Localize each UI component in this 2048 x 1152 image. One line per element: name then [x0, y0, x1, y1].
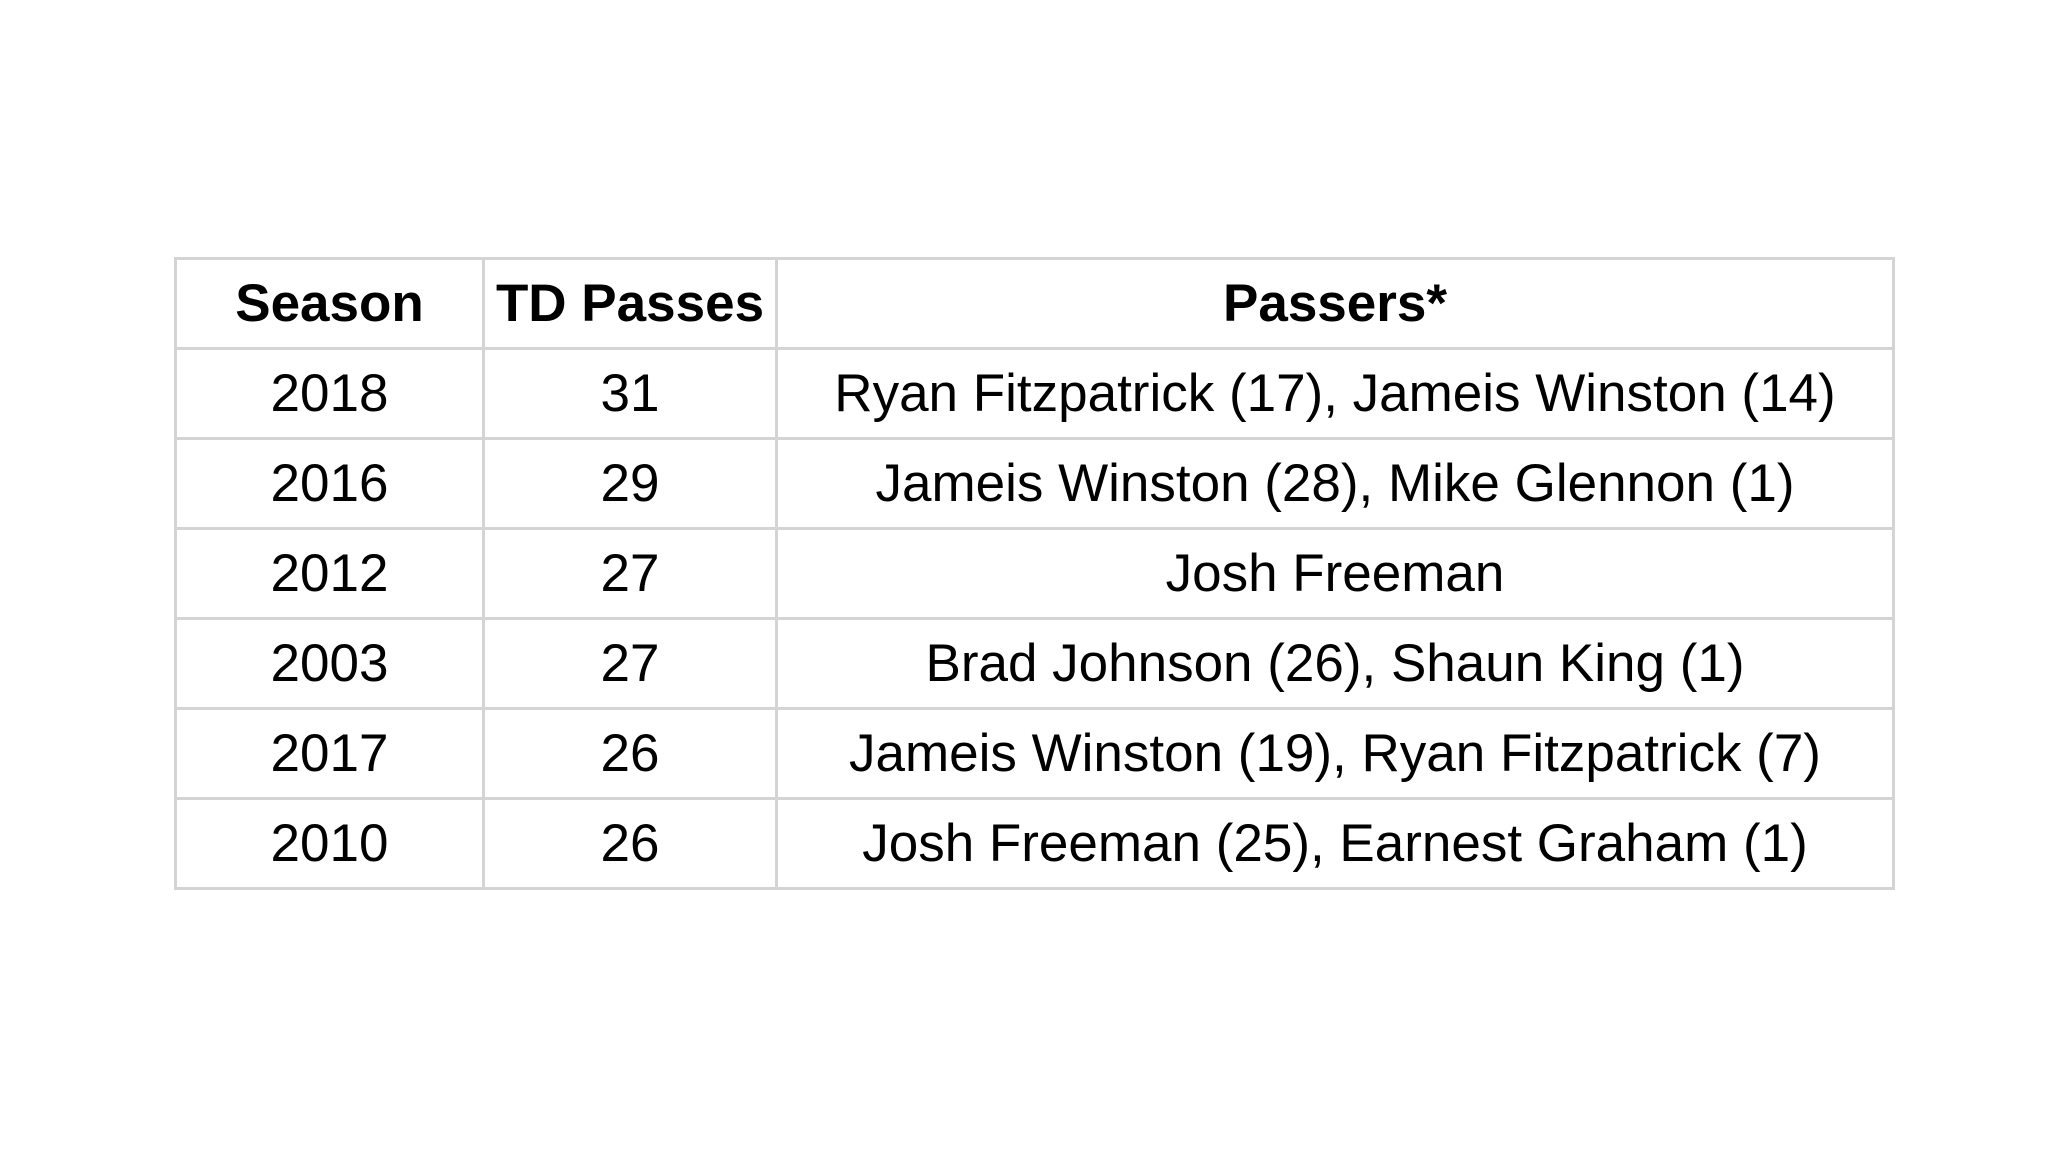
header-td-passes: TD Passes — [482, 257, 778, 350]
cell-passers: Josh Freeman (25), Earnest Graham (1) — [775, 797, 1895, 890]
cell-td-passes: 27 — [482, 527, 778, 620]
table-row: 2016 29 Jameis Winston (28), Mike Glenno… — [174, 437, 1895, 530]
table-row: 2018 31 Ryan Fitzpatrick (17), Jameis Wi… — [174, 347, 1895, 440]
table-header-row: Season TD Passes Passers* — [174, 257, 1895, 350]
cell-season: 2018 — [174, 347, 485, 440]
td-passes-table-container: Season TD Passes Passers* 2018 31 Ryan F… — [174, 257, 1895, 890]
cell-season: 2012 — [174, 527, 485, 620]
cell-passers: Ryan Fitzpatrick (17), Jameis Winston (1… — [775, 347, 1895, 440]
cell-td-passes: 26 — [482, 707, 778, 800]
cell-season: 2010 — [174, 797, 485, 890]
table-row: 2003 27 Brad Johnson (26), Shaun King (1… — [174, 617, 1895, 710]
cell-season: 2003 — [174, 617, 485, 710]
table-row: 2017 26 Jameis Winston (19), Ryan Fitzpa… — [174, 707, 1895, 800]
cell-passers: Josh Freeman — [775, 527, 1895, 620]
header-passers: Passers* — [775, 257, 1895, 350]
cell-passers: Brad Johnson (26), Shaun King (1) — [775, 617, 1895, 710]
table-row: 2012 27 Josh Freeman — [174, 527, 1895, 620]
cell-td-passes: 26 — [482, 797, 778, 890]
cell-td-passes: 29 — [482, 437, 778, 530]
cell-td-passes: 31 — [482, 347, 778, 440]
cell-passers: Jameis Winston (19), Ryan Fitzpatrick (7… — [775, 707, 1895, 800]
cell-passers: Jameis Winston (28), Mike Glennon (1) — [775, 437, 1895, 530]
table-row: 2010 26 Josh Freeman (25), Earnest Graha… — [174, 797, 1895, 890]
td-passes-table: Season TD Passes Passers* 2018 31 Ryan F… — [174, 257, 1895, 890]
cell-season: 2016 — [174, 437, 485, 530]
header-season: Season — [174, 257, 485, 350]
cell-td-passes: 27 — [482, 617, 778, 710]
cell-season: 2017 — [174, 707, 485, 800]
